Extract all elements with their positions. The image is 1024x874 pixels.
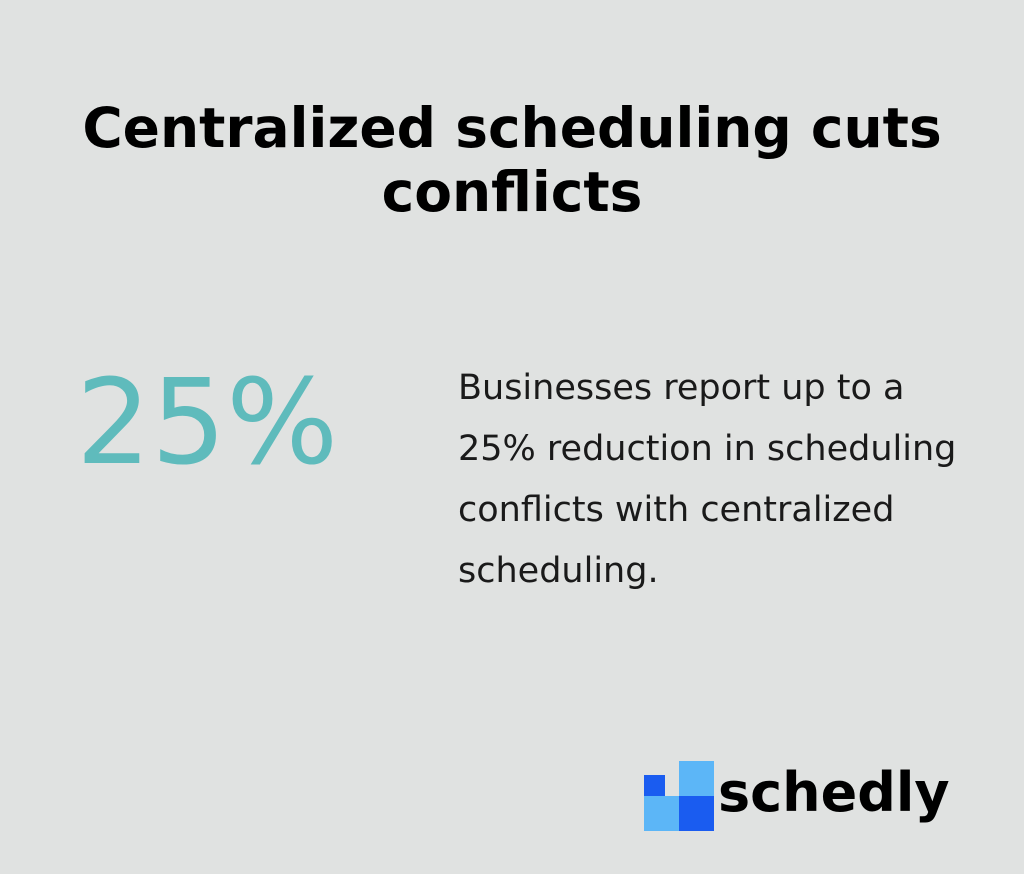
grid-squares-icon (644, 761, 714, 831)
page-title: Centralized scheduling cuts conflicts (82, 96, 942, 224)
brand-name: schedly (718, 761, 950, 824)
stat-description: Businesses report up to a 25% reduction … (458, 368, 957, 591)
brand-logo-group: schedly (644, 761, 950, 831)
stat-value: 25% (76, 353, 339, 491)
